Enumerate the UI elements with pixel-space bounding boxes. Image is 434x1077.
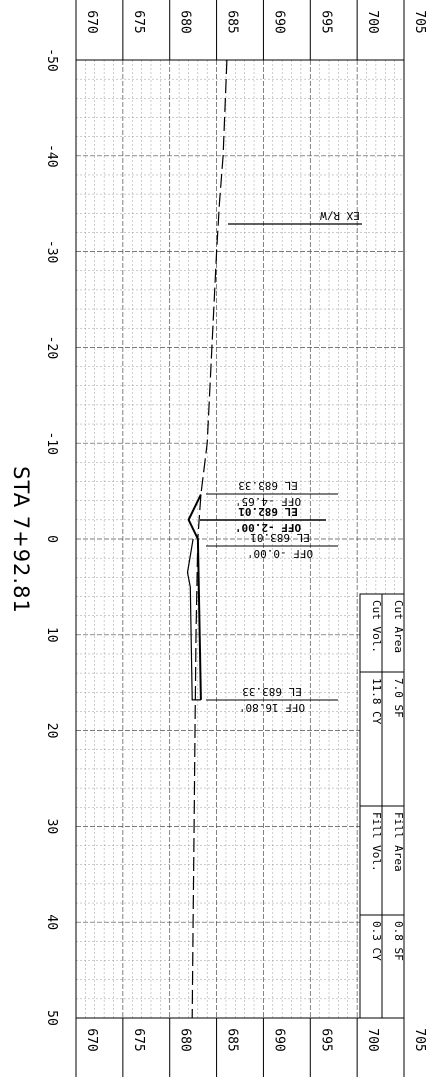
annotation-el-1: EL 683.33 <box>238 479 298 492</box>
elevation-label-bottom: 705 <box>412 1028 427 1051</box>
cut-vol-label: Cut Vol. <box>370 600 383 653</box>
annotation-4: EL 683.33 OFF 16.80' <box>206 685 338 714</box>
row-marker: EX R/W <box>228 209 362 225</box>
grid-major <box>75 0 405 1077</box>
elevation-label-top: 700 <box>365 10 380 33</box>
elevation-label-bottom: 670 <box>84 1028 99 1051</box>
elevation-label-bottom: 675 <box>131 1028 146 1051</box>
offset-label: -50 <box>44 48 59 71</box>
annotation-off-2: OFF -2.00' <box>235 521 301 534</box>
fill-vol-label: Fill Vol. <box>370 812 383 872</box>
annotation-el-3: EL 683.01 <box>250 531 310 544</box>
profiles <box>186 59 228 1019</box>
offset-label: 0 <box>44 535 59 543</box>
fill-area-value: 0.8 SF <box>392 921 405 961</box>
elevation-label-bottom: 690 <box>271 1028 286 1051</box>
elevation-label-top: 695 <box>318 10 333 33</box>
elevation-label-top: 680 <box>178 10 193 33</box>
annotation-1: EL 683.33 OFF -4.65' <box>206 479 338 508</box>
profile-line-1 <box>191 59 228 1019</box>
station-label: STA 7+92.81 <box>9 466 33 614</box>
cut-area-label: Cut Area <box>392 600 405 653</box>
offset-label: 30 <box>44 819 59 835</box>
cut-area-value: 7.0 SF <box>392 678 405 718</box>
offset-label: 50 <box>44 1010 59 1026</box>
annotation-2: EL 682.01 OFF -2.00' <box>200 505 326 534</box>
elevation-label-top: 670 <box>84 10 99 33</box>
offset-label: 10 <box>44 627 59 643</box>
fill-vol-value: 0.3 CY <box>370 921 383 961</box>
offset-label: 20 <box>44 723 59 739</box>
cut-vol-value: 11.8 CY <box>370 678 383 725</box>
annotation-3: EL 683.01 OFF -0.00' <box>206 531 338 560</box>
offset-axis: -50 -40 -30 -20 -10 0 10 20 30 40 50 <box>44 48 59 1026</box>
elevation-label-bottom: 680 <box>178 1028 193 1051</box>
elevation-label-top: 705 <box>412 10 427 33</box>
annotation-el-4: EL 683.33 <box>242 685 302 698</box>
elevation-label-top: 685 <box>225 10 240 33</box>
annotation-off-4: OFF 16.80' <box>239 701 305 714</box>
elevation-axis: 670 670 675 675 680 680 685 685 690 690 695 695 700 7… <box>84 10 427 1051</box>
elevation-label-bottom: 695 <box>318 1028 333 1051</box>
annotation-off-3: OFF -0.00' <box>247 547 313 560</box>
offset-label: -10 <box>44 431 59 454</box>
row-label: EX R/W <box>320 209 360 222</box>
annotation-el-2: EL 682.01 <box>238 505 298 518</box>
elevation-label-bottom: 700 <box>365 1028 380 1051</box>
offset-label: -20 <box>44 336 59 359</box>
elevation-label-bottom: 685 <box>225 1028 240 1051</box>
grid-minor <box>76 60 404 1018</box>
elevation-label-top: 675 <box>131 10 146 33</box>
profile-line-3 <box>186 538 201 701</box>
fill-area-label: Fill Area <box>392 812 405 872</box>
offset-label: -30 <box>44 240 59 263</box>
quantity-table: Cut Area Cut Vol. 7.0 SF 11.8 CY Fill Ar… <box>359 593 405 1019</box>
annotation-off-1: OFF -4.65' <box>235 495 301 508</box>
offset-label: 40 <box>44 914 59 930</box>
offset-label: -40 <box>44 144 59 167</box>
elevation-label-top: 690 <box>271 10 286 33</box>
plot-border <box>75 59 405 1019</box>
profile-line-2 <box>187 494 202 700</box>
